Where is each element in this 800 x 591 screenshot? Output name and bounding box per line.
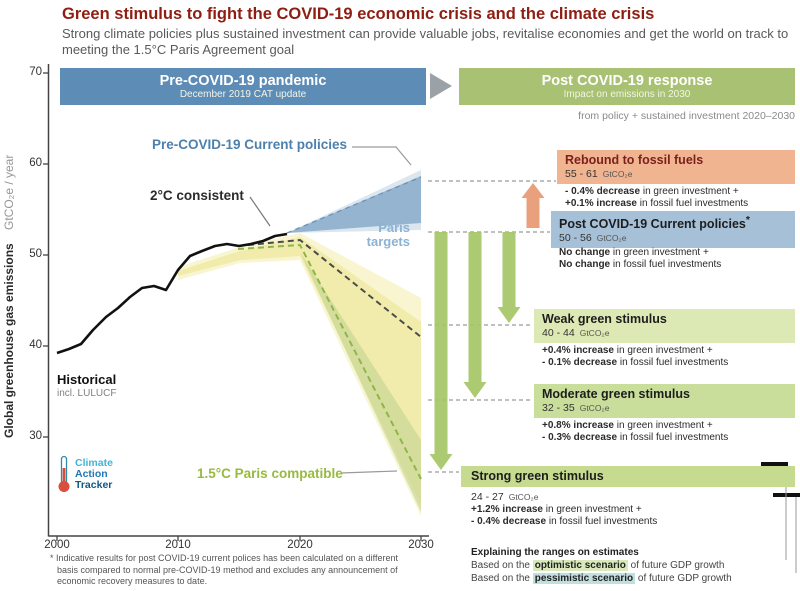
label-paris-targets-line2: targets: [366, 234, 410, 249]
legend-optimistic: Based on the optimistic scenario of futu…: [471, 560, 725, 571]
x-tick-2000: 2000: [44, 539, 70, 551]
y-tick-40: 40: [29, 339, 42, 351]
scenario-strong-title: Strong green stimulus: [471, 469, 604, 483]
x-tick-2030: 2030: [408, 539, 434, 551]
banner-post-note: from policy + sustained investment 2020–…: [578, 110, 795, 122]
scenario-moderate-range: 32 - 35 GtCO₂e: [542, 402, 610, 414]
banner-post-title: Post COVID-19 response: [541, 72, 713, 89]
banner-post-subtitle: Impact on emissions in 2030: [563, 88, 691, 100]
label-two-degrees: 2°C consistent: [150, 188, 244, 203]
optimistic-range-marker: [761, 462, 788, 466]
y-tick-70: 70: [29, 66, 42, 78]
banner-post-covid: Post COVID-19 response Impact on emissio…: [459, 68, 795, 105]
banner-pre-subtitle: December 2019 CAT update: [179, 88, 307, 100]
page-subtitle: Strong climate policies plus sustained i…: [62, 26, 789, 57]
logo-text: Climate Action Tracker: [75, 456, 113, 491]
logo-word-climate: Climate: [75, 456, 113, 469]
banner-arrow-icon: [430, 73, 452, 99]
y-axis-title-main: Global greenhouse gas emissions: [2, 243, 16, 438]
historical-line: [56, 232, 288, 355]
moderate-stimulus-arrow-icon: [463, 232, 487, 398]
scenario-rebound-header: Rebound to fossil fuels 55 - 61 GtCO₂e: [557, 150, 795, 184]
scenario-rebound-details: - 0.4% decrease in green investment + +0…: [565, 186, 749, 209]
scenario-postcovid-range: 50 - 56 GtCO₂e: [559, 232, 627, 245]
scenario-rebound-range-value: 55 - 61: [565, 168, 598, 180]
scenario-strong-range: 24 - 27 GtCO₂e: [471, 491, 539, 503]
scenario-moderate-header: Moderate green stimulus 32 - 35 GtCO₂e: [534, 384, 795, 418]
scenario-rebound-range: 55 - 61 GtCO₂e: [565, 168, 787, 180]
label-current-policies: Pre-COVID-19 Current policies: [152, 137, 348, 152]
scenario-postcovid-header: Post COVID-19 Current policies* 50 - 56 G…: [551, 211, 795, 249]
paris-compatible-line: [237, 243, 422, 480]
label-paris-targets: Paris targets: [340, 221, 410, 249]
scenario-rebound-title: Rebound to fossil fuels: [565, 153, 704, 167]
axis-ticks: [43, 72, 422, 541]
logo-word-action: Action: [75, 467, 108, 480]
scenario-moderate-details: +0.8% increase in green investment + - 0…: [542, 420, 729, 443]
current-policies-pointer: [352, 146, 412, 166]
scenario-weak-header: Weak green stimulus 40 - 44 GtCO₂e: [534, 309, 795, 343]
label-paris-targets-line1: Paris: [378, 220, 410, 235]
legend-pessimistic-key: pessimistic scenario: [532, 573, 636, 584]
legend-heading: Explaining the ranges on estimates: [471, 547, 639, 558]
scenario-strong-header: Strong green stimulus: [461, 466, 795, 487]
x-tick-2010: 2010: [165, 539, 191, 551]
current-policies-upper-dash: [286, 176, 422, 234]
x-tick-2020: 2020: [287, 539, 313, 551]
y-axis-title: Global greenhouse gas emissions GtCO₂e /…: [2, 62, 16, 438]
scenario-rebound-range-unit: GtCO₂e: [602, 169, 633, 179]
climate-action-tracker-logo: Climate Action Tracker: [57, 455, 113, 493]
y-tick-60: 60: [29, 157, 42, 169]
footnote: * Indicative results for post COVID-19 c…: [50, 553, 399, 586]
scenario-weak-title: Weak green stimulus: [542, 312, 667, 326]
legend-optimistic-key: optimistic scenario: [532, 560, 628, 571]
legend-pessimistic: Based on the pessimistic scenario of fut…: [471, 573, 732, 584]
paris-compatible-pointer: [340, 470, 398, 474]
thermometer-icon: [58, 455, 70, 492]
logo-word-tracker: Tracker: [75, 478, 113, 491]
scenario-weak-range: 40 - 44 GtCO₂e: [542, 327, 610, 339]
weak-stimulus-arrow-icon: [497, 232, 521, 323]
paris-15c-wedge: [300, 252, 421, 512]
y-tick-50: 50: [29, 248, 42, 260]
footnote-asterisk: *: [745, 215, 750, 226]
label-paris-compatible: 1.5°C Paris compatible: [197, 466, 343, 481]
scenario-strong-details: +1.2% increase in green investment + - 0…: [471, 504, 658, 527]
label-historical-sub: incl. LULUCF: [57, 388, 117, 399]
scenario-weak-details: +0.4% increase in green investment + - 0…: [542, 345, 729, 368]
page-title: Green stimulus to fight the COVID-19 eco…: [62, 5, 655, 23]
label-historical: Historical: [57, 372, 117, 387]
two-degrees-pointer: [249, 196, 271, 227]
strong-stimulus-arrow-icon: [429, 232, 453, 470]
two-degrees-line: [237, 238, 422, 338]
scenario-postcovid-title: Post COVID-19 Current policies*: [559, 215, 750, 232]
banner-pre-covid: Pre-COVID-19 pandemic December 2019 CAT …: [60, 68, 426, 105]
scenario-postcovid-details: No change in green investment + No chang…: [559, 247, 722, 270]
banner-pre-title: Pre-COVID-19 pandemic: [159, 72, 327, 89]
y-axis-title-unit: GtCO₂e / year: [2, 154, 16, 230]
scenario-moderate-title: Moderate green stimulus: [542, 387, 690, 401]
rebound-arrow-icon: [521, 183, 545, 228]
paris-band-main: [178, 237, 421, 505]
y-tick-30: 30: [29, 430, 42, 442]
